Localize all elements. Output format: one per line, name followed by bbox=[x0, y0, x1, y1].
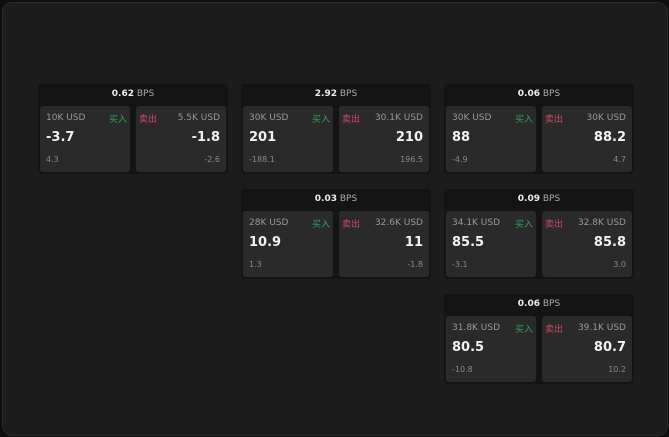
sell-panel[interactable]: 卖出 30K USD 88.2 4.7 bbox=[542, 106, 632, 172]
spread-header: 0.62 BPS bbox=[38, 84, 228, 104]
buy-size: 30K USD bbox=[452, 113, 492, 123]
quote-card: 0.09 BPS 34.1K USD 买入 85.5 -3.1 卖出 32.8K… bbox=[444, 189, 634, 279]
buy-label: 买入 bbox=[514, 220, 533, 230]
buy-change: -10.8 bbox=[452, 365, 473, 374]
sell-change: 196.5 bbox=[400, 155, 423, 164]
spread-header: 0.09 BPS bbox=[444, 189, 634, 209]
spread-value: 2.92 bbox=[314, 89, 337, 99]
sell-price: 210 bbox=[395, 130, 423, 145]
spread-header: 0.06 BPS bbox=[444, 294, 634, 314]
buy-change: -188.1 bbox=[249, 155, 275, 164]
spread-unit: BPS bbox=[136, 89, 155, 99]
sell-panel[interactable]: 卖出 32.6K USD 11 -1.8 bbox=[339, 211, 429, 277]
sell-size: 30K USD bbox=[586, 113, 626, 123]
spread-header: 0.06 BPS bbox=[444, 84, 634, 104]
spread-value: 0.09 bbox=[517, 194, 540, 204]
buy-label: 买入 bbox=[311, 220, 330, 230]
buy-price: 201 bbox=[249, 130, 277, 145]
spread-unit: BPS bbox=[542, 89, 561, 99]
sell-label: 卖出 bbox=[342, 115, 361, 125]
spread-value: 0.03 bbox=[314, 194, 337, 204]
buy-label: 买入 bbox=[514, 115, 533, 125]
sell-price: 11 bbox=[404, 235, 423, 250]
spread-value: 0.06 bbox=[517, 89, 540, 99]
spread-header: 0.03 BPS bbox=[241, 189, 431, 209]
sell-change: -2.6 bbox=[204, 155, 220, 164]
sell-label: 卖出 bbox=[342, 220, 361, 230]
quote-card: 0.62 BPS 10K USD 买入 -3.7 4.3 卖出 5.5K USD… bbox=[38, 84, 228, 174]
sell-label: 卖出 bbox=[545, 325, 564, 335]
sell-change: 4.7 bbox=[613, 155, 626, 164]
spread-unit: BPS bbox=[542, 299, 561, 309]
buy-size: 31.8K USD bbox=[452, 323, 501, 333]
sell-price: 80.7 bbox=[593, 340, 626, 355]
spread-value: 0.06 bbox=[517, 299, 540, 309]
sell-change: 10.2 bbox=[608, 365, 626, 374]
sell-panel[interactable]: 卖出 5.5K USD -1.8 -2.6 bbox=[136, 106, 226, 172]
spread-unit: BPS bbox=[339, 194, 358, 204]
sell-label: 卖出 bbox=[545, 220, 564, 230]
buy-panel[interactable]: 30K USD 买入 201 -188.1 bbox=[243, 106, 333, 172]
buy-price: 10.9 bbox=[249, 235, 282, 250]
buy-panel[interactable]: 34.1K USD 买入 85.5 -3.1 bbox=[446, 211, 536, 277]
buy-size: 28K USD bbox=[249, 218, 289, 228]
buy-price: 85.5 bbox=[452, 235, 485, 250]
buy-label: 买入 bbox=[514, 325, 533, 335]
sell-size: 5.5K USD bbox=[177, 113, 220, 123]
sell-price: -1.8 bbox=[191, 130, 220, 145]
spread-unit: BPS bbox=[542, 194, 561, 204]
sell-label: 卖出 bbox=[545, 115, 564, 125]
sell-panel[interactable]: 卖出 30.1K USD 210 196.5 bbox=[339, 106, 429, 172]
buy-label: 买入 bbox=[108, 115, 127, 125]
sell-panel[interactable]: 卖出 32.8K USD 85.8 3.0 bbox=[542, 211, 632, 277]
buy-size: 10K USD bbox=[46, 113, 86, 123]
buy-price: 88 bbox=[452, 130, 471, 145]
sell-label: 卖出 bbox=[139, 115, 158, 125]
buy-panel[interactable]: 28K USD 买入 10.9 1.3 bbox=[243, 211, 333, 277]
quote-card: 0.03 BPS 28K USD 买入 10.9 1.3 卖出 32.6K US… bbox=[241, 189, 431, 279]
quote-card: 0.06 BPS 31.8K USD 买入 80.5 -10.8 卖出 39.1… bbox=[444, 294, 634, 384]
quote-card: 2.92 BPS 30K USD 买入 201 -188.1 卖出 30.1K … bbox=[241, 84, 431, 174]
buy-price: -3.7 bbox=[46, 130, 75, 145]
buy-size: 34.1K USD bbox=[452, 218, 501, 228]
spread-unit: BPS bbox=[339, 89, 358, 99]
buy-change: -3.1 bbox=[452, 260, 468, 269]
sell-size: 32.8K USD bbox=[577, 218, 626, 228]
sell-size: 30.1K USD bbox=[374, 113, 423, 123]
buy-size: 30K USD bbox=[249, 113, 289, 123]
buy-label: 买入 bbox=[311, 115, 330, 125]
sell-change: 3.0 bbox=[613, 260, 626, 269]
buy-change: 4.3 bbox=[46, 155, 59, 164]
buy-change: -4.9 bbox=[452, 155, 468, 164]
sell-price: 85.8 bbox=[593, 235, 626, 250]
spread-value: 0.62 bbox=[111, 89, 134, 99]
buy-price: 80.5 bbox=[452, 340, 485, 355]
sell-change: -1.8 bbox=[407, 260, 423, 269]
buy-panel[interactable]: 30K USD 买入 88 -4.9 bbox=[446, 106, 536, 172]
sell-size: 32.6K USD bbox=[374, 218, 423, 228]
spread-header: 2.92 BPS bbox=[241, 84, 431, 104]
sell-price: 88.2 bbox=[593, 130, 626, 145]
buy-panel[interactable]: 31.8K USD 买入 80.5 -10.8 bbox=[446, 316, 536, 382]
sell-panel[interactable]: 卖出 39.1K USD 80.7 10.2 bbox=[542, 316, 632, 382]
buy-panel[interactable]: 10K USD 买入 -3.7 4.3 bbox=[40, 106, 130, 172]
sell-size: 39.1K USD bbox=[577, 323, 626, 333]
quote-card: 0.06 BPS 30K USD 买入 88 -4.9 卖出 30K USD 8… bbox=[444, 84, 634, 174]
buy-change: 1.3 bbox=[249, 260, 262, 269]
